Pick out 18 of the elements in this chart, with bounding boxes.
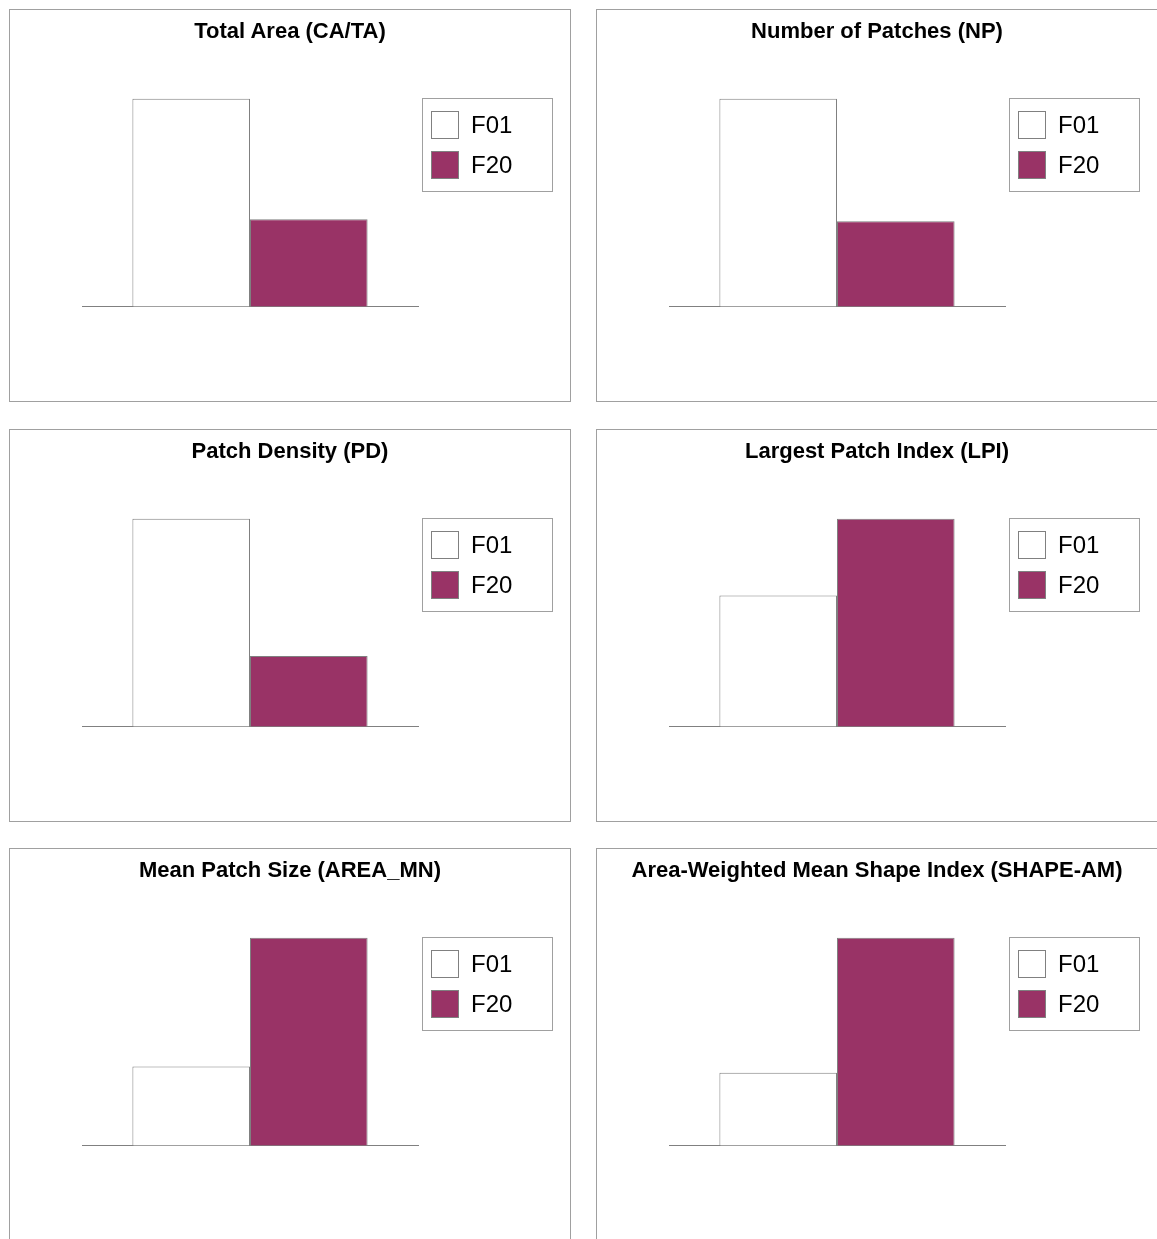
- legend-label: F20: [471, 990, 513, 1018]
- chart-title: Largest Patch Index (LPI): [743, 438, 1011, 464]
- chart-title: Total Area (CA/TA): [193, 18, 387, 44]
- legend-label: F20: [471, 571, 513, 599]
- legend-label: F20: [1058, 990, 1100, 1018]
- legend-label: F20: [1058, 571, 1100, 599]
- legend-label: F01: [471, 531, 513, 559]
- legend-label: F01: [1058, 950, 1100, 978]
- chart-title: Number of Patches (NP): [750, 18, 1004, 44]
- legend-label: F01: [1058, 531, 1100, 559]
- legend-label: F01: [471, 111, 513, 139]
- legend-label: F20: [1058, 151, 1100, 179]
- legend-label: F01: [471, 950, 513, 978]
- legend-label: F01: [1058, 111, 1100, 139]
- chart-title: Mean Patch Size (AREA_MN): [138, 857, 442, 883]
- legend-label: F20: [471, 151, 513, 179]
- chart-title: Patch Density (PD): [190, 438, 390, 464]
- chart-title: Area-Weighted Mean Shape Index (SHAPE-AM): [630, 857, 1124, 883]
